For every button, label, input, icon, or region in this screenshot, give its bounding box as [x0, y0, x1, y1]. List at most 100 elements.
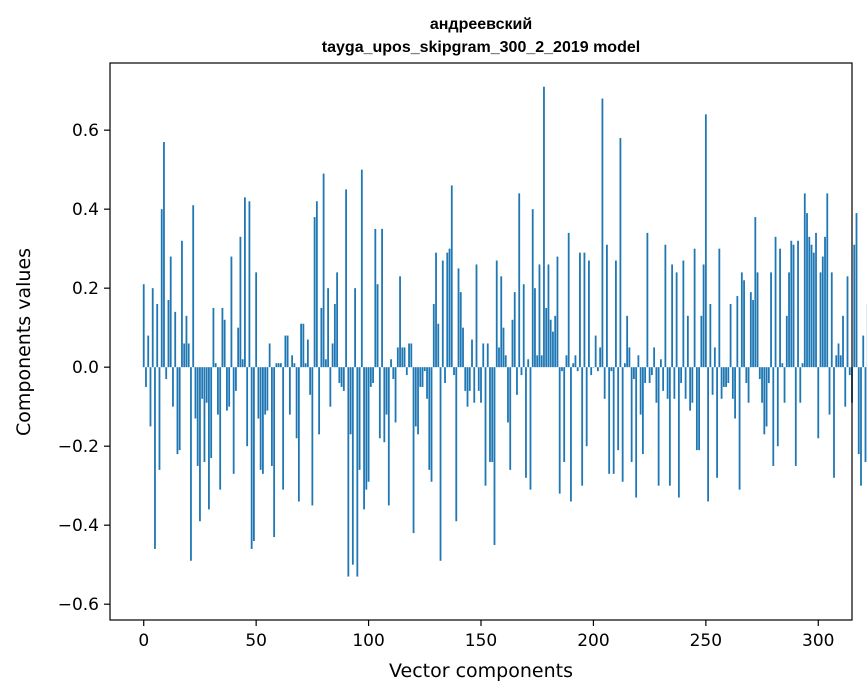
bar	[432, 303, 435, 368]
bar	[606, 244, 608, 368]
bar	[563, 367, 566, 462]
bar	[641, 367, 644, 455]
bar	[824, 236, 826, 368]
bar	[518, 193, 521, 368]
bar	[794, 367, 797, 466]
bar	[275, 363, 278, 368]
bar	[160, 209, 163, 368]
bar	[504, 355, 507, 368]
bar	[689, 367, 692, 411]
bar	[277, 363, 280, 368]
bar	[185, 315, 188, 368]
bar	[270, 367, 273, 466]
bar	[646, 232, 649, 368]
bar	[340, 367, 343, 387]
bar	[338, 367, 341, 383]
bar	[408, 343, 410, 368]
bar	[322, 173, 325, 368]
bar	[765, 367, 768, 427]
bar	[165, 367, 168, 380]
bar	[471, 339, 473, 368]
bar	[709, 303, 712, 368]
y-tick-label: 0.2	[72, 279, 99, 299]
bar	[812, 252, 815, 368]
bar	[848, 367, 851, 376]
bar	[720, 367, 723, 399]
bar	[599, 347, 602, 368]
bar	[837, 343, 840, 368]
bar	[644, 367, 647, 383]
bar	[190, 367, 192, 561]
bar	[306, 339, 309, 368]
bar	[498, 347, 500, 368]
bar	[484, 367, 487, 486]
bar	[579, 252, 581, 368]
bar	[284, 335, 287, 368]
bar	[682, 260, 685, 368]
bar	[633, 367, 635, 380]
bar	[763, 367, 766, 435]
y-tick-label: 0.0	[72, 358, 99, 378]
bar	[727, 367, 730, 383]
bar	[833, 367, 835, 478]
bar	[511, 319, 514, 368]
bar	[217, 367, 219, 415]
bar	[181, 240, 183, 368]
bar	[223, 319, 226, 368]
bar	[525, 367, 527, 478]
bar	[770, 272, 772, 368]
bar	[477, 367, 480, 391]
bar	[581, 367, 584, 486]
bar	[203, 367, 206, 462]
bar	[486, 343, 489, 368]
bar	[351, 367, 354, 565]
bar	[401, 347, 404, 368]
bar	[815, 232, 817, 368]
bar	[844, 367, 847, 407]
bar	[718, 248, 721, 368]
bar	[248, 201, 251, 368]
bar	[480, 367, 482, 403]
x-tick-label: 0	[138, 631, 149, 651]
bar	[624, 363, 626, 368]
y-tick-label: −0.4	[58, 516, 99, 536]
bar	[738, 367, 741, 490]
bar	[235, 367, 237, 391]
bar	[734, 367, 736, 419]
bar	[776, 367, 779, 447]
bar	[315, 201, 318, 368]
bar	[628, 347, 631, 368]
bar	[324, 359, 327, 368]
bar	[145, 367, 147, 387]
bar	[291, 355, 294, 368]
bar	[659, 359, 662, 368]
bar	[590, 367, 593, 376]
bar	[268, 343, 271, 368]
bar	[149, 367, 152, 427]
bar	[392, 367, 395, 380]
bar	[232, 367, 235, 474]
bar	[513, 292, 516, 368]
bar	[399, 276, 401, 368]
bar	[199, 367, 201, 522]
bar	[228, 367, 231, 407]
bar	[529, 367, 532, 490]
bar	[864, 367, 867, 462]
bar	[785, 315, 788, 368]
bar	[608, 367, 611, 474]
bar	[212, 307, 215, 368]
chart-subtitle: tayga_upos_skipgram_300_2_2019 model	[322, 39, 640, 56]
bar	[722, 367, 725, 387]
bar	[187, 343, 190, 368]
bar	[552, 331, 554, 368]
bar	[437, 323, 440, 368]
bar	[482, 343, 485, 368]
bars-group	[142, 86, 867, 577]
y-axis-label: Components values	[13, 248, 35, 436]
bar	[601, 98, 604, 368]
bar	[158, 367, 161, 470]
bar	[439, 367, 442, 561]
y-tick-label: −0.6	[58, 595, 99, 615]
bar	[383, 367, 386, 443]
bar	[172, 367, 174, 407]
